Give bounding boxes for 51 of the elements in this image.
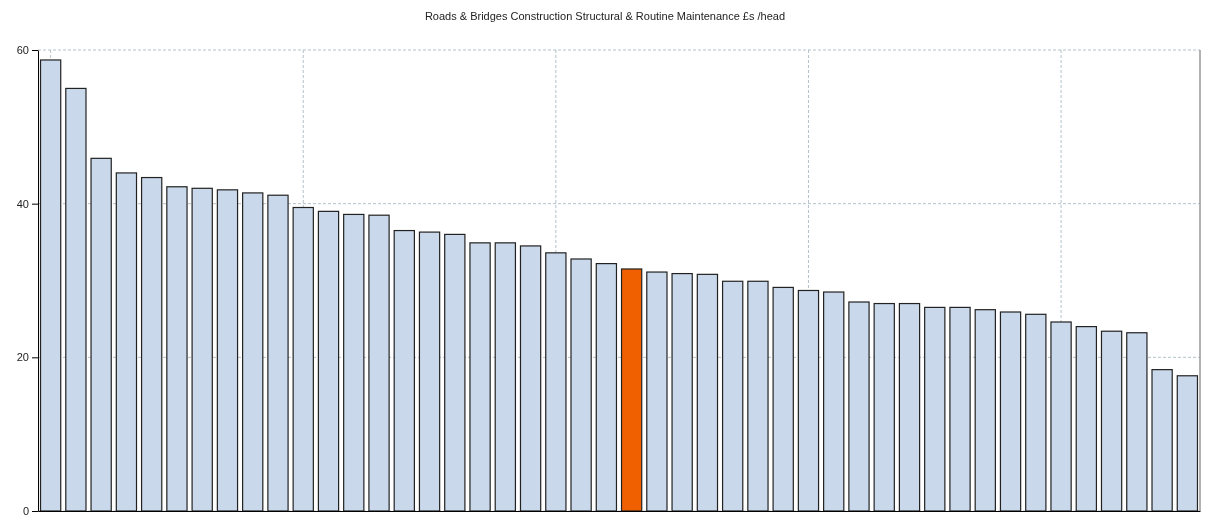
bar bbox=[570, 258, 592, 512]
bar bbox=[1126, 332, 1148, 512]
bar bbox=[974, 309, 996, 512]
bar bbox=[90, 157, 112, 512]
bar bbox=[242, 192, 264, 512]
bar bbox=[999, 311, 1022, 512]
bar bbox=[519, 245, 542, 512]
bar bbox=[368, 214, 390, 512]
bar bbox=[317, 210, 340, 512]
bar bbox=[1025, 313, 1047, 512]
bar bbox=[898, 302, 921, 512]
bar bbox=[949, 306, 971, 512]
bar bbox=[292, 206, 314, 512]
bar bbox=[873, 302, 895, 512]
bar bbox=[418, 231, 441, 512]
y-tick-label: 60 bbox=[16, 44, 29, 57]
bar bbox=[1100, 330, 1123, 512]
y-tick-label: 0 bbox=[22, 505, 29, 515]
bar bbox=[216, 189, 239, 512]
bar bbox=[671, 272, 693, 512]
bar bbox=[393, 229, 415, 512]
bar bbox=[620, 268, 643, 512]
bar bbox=[595, 263, 618, 512]
bar bbox=[924, 306, 946, 512]
bar bbox=[772, 286, 794, 512]
bar bbox=[65, 87, 87, 512]
bar bbox=[1151, 369, 1173, 512]
y-tick-label: 20 bbox=[16, 351, 29, 364]
bar bbox=[646, 271, 668, 512]
bar bbox=[494, 242, 517, 512]
bar bbox=[1176, 375, 1199, 512]
bar bbox=[267, 194, 289, 512]
bar bbox=[823, 291, 845, 512]
bar bbox=[343, 213, 365, 512]
bar bbox=[1075, 326, 1098, 512]
bar bbox=[747, 280, 769, 512]
bar bbox=[545, 252, 567, 512]
bar bbox=[115, 172, 138, 512]
bar bbox=[721, 280, 744, 512]
y-tick-label: 40 bbox=[16, 197, 29, 210]
bar bbox=[39, 59, 62, 512]
bar bbox=[166, 186, 188, 512]
bar bbox=[140, 176, 163, 512]
bar bbox=[1050, 321, 1072, 512]
bar bbox=[848, 301, 870, 512]
chart-title: Roads & Bridges Construction Structural & Routine Maintenance £s /head bbox=[424, 10, 786, 22]
bar bbox=[444, 233, 466, 512]
bar bbox=[696, 273, 719, 512]
bar bbox=[191, 187, 213, 512]
bar bbox=[469, 242, 491, 512]
bar bbox=[797, 289, 820, 512]
